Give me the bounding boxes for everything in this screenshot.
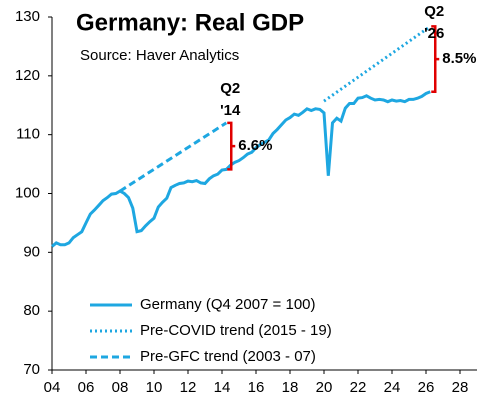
period-label: '26 xyxy=(424,25,444,42)
y-tick-label: 90 xyxy=(23,243,40,260)
x-tick-label: 08 xyxy=(112,379,129,396)
x-tick-label: 14 xyxy=(214,379,231,396)
series-line xyxy=(51,90,431,248)
y-tick-label: 130 xyxy=(15,8,40,25)
x-tick-label: 24 xyxy=(384,379,401,396)
x-tick-label: 26 xyxy=(418,379,435,396)
chart-subtitle: Source: Haver Analytics xyxy=(80,47,239,64)
y-tick-label: 100 xyxy=(15,184,40,201)
x-tick-label: 06 xyxy=(78,379,95,396)
x-tick-label: 20 xyxy=(316,379,333,396)
y-tick-label: 80 xyxy=(23,302,40,319)
legend-label: Pre-COVID trend (2015 - 19) xyxy=(140,322,332,339)
gap-bracket xyxy=(431,25,440,93)
period-label: Q2 xyxy=(220,80,240,97)
x-tick-label: 04 xyxy=(44,379,61,396)
legend-label: Germany (Q4 2007 = 100) xyxy=(140,296,316,313)
x-tick-label: 22 xyxy=(350,379,367,396)
y-tick-label: 70 xyxy=(23,361,40,378)
x-tick-label: 18 xyxy=(282,379,299,396)
x-tick-label: 12 xyxy=(180,379,197,396)
gap-label: 6.6% xyxy=(238,137,272,154)
chart-title: Germany: Real GDP xyxy=(76,9,304,36)
gap-bracket xyxy=(227,121,236,171)
series-line xyxy=(119,121,228,193)
period-label: '14 xyxy=(220,102,241,119)
x-tick-label: 28 xyxy=(452,379,469,396)
series-line xyxy=(323,25,432,103)
gap-label: 8.5% xyxy=(442,50,476,67)
x-tick-label: 16 xyxy=(248,379,265,396)
legend-label: Pre-GFC trend (2003 - 07) xyxy=(140,348,316,365)
period-label: Q2 xyxy=(424,3,444,20)
x-tick-label: 10 xyxy=(146,379,163,396)
y-tick-label: 120 xyxy=(15,67,40,84)
y-tick-label: 110 xyxy=(16,126,40,143)
